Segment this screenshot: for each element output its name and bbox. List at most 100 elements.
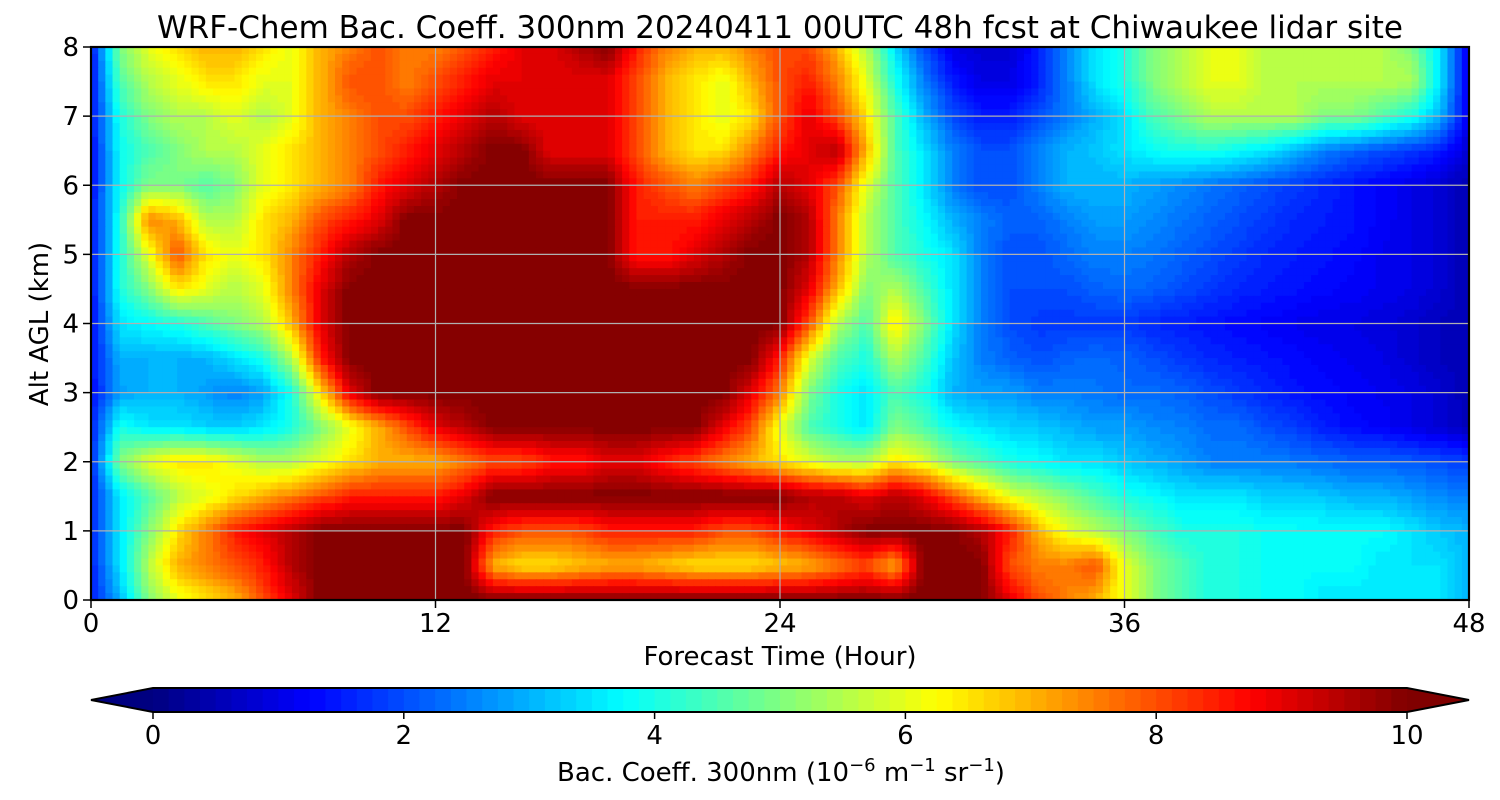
heatmap-cell	[1461, 192, 1469, 200]
heatmap-cell	[1117, 88, 1126, 96]
heatmap-cell	[471, 205, 480, 214]
heatmap-cell	[665, 67, 673, 76]
heatmap-cell	[1210, 164, 1219, 173]
heatmap-cell	[227, 123, 236, 131]
heatmap-cell	[1447, 109, 1456, 117]
heatmap-cell	[1181, 123, 1190, 131]
heatmap-cell	[966, 164, 975, 173]
heatmap-cell	[607, 150, 616, 159]
heatmap-cell	[320, 129, 329, 138]
heatmap-cell	[184, 185, 193, 193]
heatmap-cell	[370, 67, 379, 76]
heatmap-cell	[744, 116, 752, 124]
heatmap-cell	[751, 123, 760, 131]
heatmap-cell	[1181, 185, 1190, 193]
heatmap-cell	[500, 219, 508, 228]
heatmap-cell	[148, 102, 157, 110]
heatmap-cell	[177, 178, 185, 186]
heatmap-cell	[485, 129, 494, 138]
heatmap-cell	[1210, 53, 1219, 62]
heatmap-cell	[1397, 53, 1406, 62]
heatmap-cell	[787, 219, 795, 228]
heatmap-cell	[155, 109, 164, 117]
heatmap-cell	[291, 123, 300, 131]
heatmap-cell	[1332, 47, 1341, 55]
heatmap-cell	[772, 129, 781, 138]
heatmap-cell	[1024, 212, 1032, 221]
heatmap-cell	[234, 157, 243, 166]
heatmap-cell	[1138, 60, 1147, 69]
heatmap-cell	[1425, 116, 1434, 124]
heatmap-cell	[91, 53, 99, 62]
heatmap-cell	[256, 74, 264, 83]
heatmap-cell	[342, 157, 350, 166]
heatmap-cell	[126, 123, 135, 131]
heatmap-cell	[593, 88, 602, 96]
heatmap-cell	[1260, 74, 1269, 83]
heatmap-cell	[1102, 67, 1111, 76]
heatmap-cell	[880, 116, 889, 124]
heatmap-cell	[1217, 60, 1226, 69]
heatmap-cell	[1009, 74, 1018, 83]
heatmap-cell	[894, 47, 903, 55]
heatmap-cell	[1318, 74, 1327, 83]
heatmap-cell	[1045, 53, 1054, 62]
heatmap-cell	[830, 212, 839, 221]
heatmap-cell	[772, 53, 781, 62]
heatmap-cell	[1268, 74, 1276, 83]
heatmap-cell	[299, 74, 307, 83]
heatmap-cell	[1404, 199, 1413, 207]
heatmap-cell	[729, 150, 738, 159]
heatmap-cell	[342, 178, 350, 186]
heatmap-cell	[535, 67, 544, 76]
heatmap-cell	[291, 81, 300, 90]
heatmap-cell	[1346, 199, 1355, 207]
heatmap-cell	[909, 157, 917, 166]
heatmap-cell	[643, 109, 652, 117]
heatmap-cell	[1447, 164, 1456, 173]
heatmap-cell	[148, 95, 157, 103]
heatmap-cell	[858, 123, 867, 131]
heatmap-cell	[1354, 150, 1362, 159]
heatmap-cell	[1339, 164, 1348, 173]
heatmap-cell	[837, 129, 846, 138]
heatmap-cell	[614, 136, 623, 145]
heatmap-cell	[148, 150, 157, 159]
heatmap-cell	[1433, 67, 1441, 76]
heatmap-cell	[234, 47, 243, 55]
heatmap-cell	[105, 192, 114, 200]
heatmap-cell	[1052, 81, 1061, 90]
heatmap-cell	[887, 157, 896, 166]
heatmap-cell	[1418, 102, 1427, 110]
heatmap-cell	[471, 74, 480, 83]
heatmap-cell	[1311, 171, 1319, 179]
heatmap-cell	[1038, 74, 1047, 83]
heatmap-cell	[564, 109, 573, 117]
heatmap-cell	[485, 116, 494, 124]
heatmap-cell	[191, 136, 200, 145]
heatmap-cell	[543, 109, 551, 117]
heatmap-cell	[1303, 88, 1312, 96]
heatmap-cell	[873, 178, 882, 186]
heatmap-cell	[1196, 171, 1205, 179]
heatmap-cell	[428, 150, 437, 159]
heatmap-cell	[607, 88, 616, 96]
heatmap-cell	[1174, 53, 1183, 62]
heatmap-cell	[134, 74, 142, 83]
heatmap-cell	[1203, 123, 1212, 131]
heatmap-cell	[370, 109, 379, 117]
heatmap-cell	[607, 185, 616, 193]
heatmap-cell	[722, 102, 731, 110]
heatmap-cell	[263, 123, 272, 131]
heatmap-cell	[607, 67, 616, 76]
heatmap-cell	[471, 102, 480, 110]
heatmap-cell	[1268, 212, 1276, 221]
heatmap-cell	[1232, 129, 1240, 138]
heatmap-cell	[708, 164, 717, 173]
heatmap-cell	[349, 212, 358, 221]
heatmap-cell	[112, 123, 121, 131]
heatmap-cell	[851, 88, 860, 96]
heatmap-cell	[600, 67, 609, 76]
heatmap-cell	[1318, 102, 1327, 110]
heatmap-cell	[363, 123, 372, 131]
